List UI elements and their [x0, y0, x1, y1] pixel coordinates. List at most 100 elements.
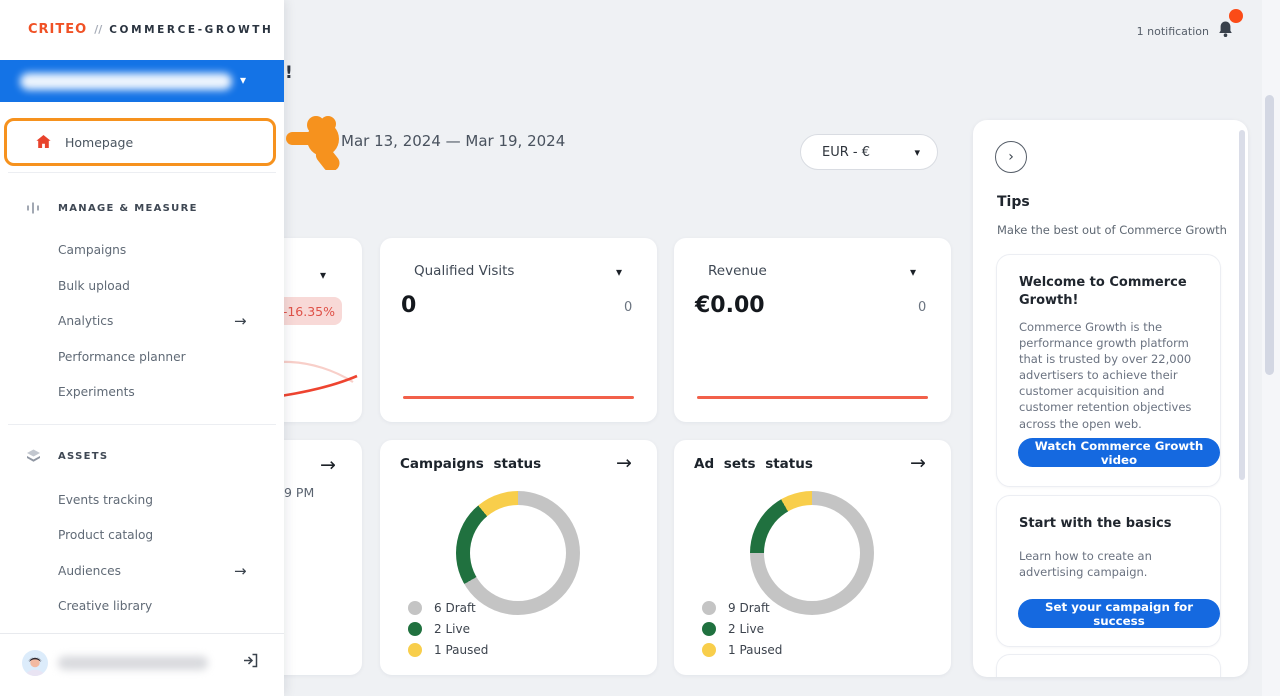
arrow-right-icon[interactable]: → [616, 452, 632, 474]
legend-label: 9 Draft [728, 600, 770, 615]
section-assets: ASSETS [0, 444, 284, 468]
tip-card-body: Commerce Growth is the performance growt… [1019, 320, 1192, 431]
criteo-logo: CRITEO [28, 22, 88, 37]
greeting-text: ! [285, 63, 293, 83]
user-row [0, 644, 284, 684]
sidebar-item-product-catalog[interactable]: Product catalog [0, 519, 284, 551]
divider [8, 424, 276, 425]
legend-label: 2 Live [434, 621, 470, 636]
sidebar-item-events-tracking[interactable]: Events tracking [0, 484, 284, 516]
sidebar-item-label: Bulk upload [58, 279, 130, 293]
card-title: Campaigns status [400, 456, 542, 472]
legend-label: 2 Live [728, 621, 764, 636]
pointing-hand-cursor [286, 116, 340, 170]
kpi-title: Revenue [708, 263, 767, 279]
tip-card-next-partial [996, 654, 1221, 677]
legend-dot-draft [408, 600, 422, 615]
legend-label: 1 Paused [728, 642, 783, 657]
legend-item: 1 Paused [408, 642, 488, 657]
legend-item: 6 Draft [408, 600, 476, 615]
currency-dropdown[interactable]: EUR - € ▾ [800, 134, 938, 170]
home-icon [36, 135, 51, 148]
trend-badge-value: -16.35% [282, 303, 335, 319]
caret-down-icon[interactable]: ▾ [616, 265, 623, 279]
sidebar-item-label: Analytics [58, 314, 114, 328]
kpi-title: Qualified Visits [414, 263, 515, 279]
collapse-panel-button[interactable]: › [995, 141, 1027, 173]
divider [0, 633, 284, 634]
legend-dot-live [408, 621, 422, 636]
notification-count-label: 1 notification [1136, 24, 1209, 38]
watch-video-button[interactable]: Watch Commerce Growth video [1018, 438, 1220, 467]
currency-value: EUR - € [822, 144, 870, 160]
tip-card-basics: Start with the basics Learn how to creat… [996, 495, 1221, 647]
arrow-right-icon[interactable]: → [910, 452, 926, 474]
sidebar-item-bulk-upload[interactable]: Bulk upload [0, 270, 284, 302]
chevron-right-icon: › [1008, 149, 1014, 165]
sidebar-item-homepage[interactable]: Homepage [4, 118, 276, 166]
legend-label: 1 Paused [434, 642, 489, 657]
legend-item: 2 Live [702, 621, 764, 636]
arrow-right-icon: → [234, 562, 247, 580]
campaigns-status-card: Campaigns status → 6 Draft 2 Live 1 Paus… [380, 440, 657, 675]
sidebar-item-label: Experiments [58, 385, 135, 399]
legend-dot-paused [702, 642, 716, 657]
legend-item: 9 Draft [702, 600, 770, 615]
section-manage-measure: MANAGE & MEASURE [0, 196, 284, 220]
layers-icon [27, 449, 40, 462]
notification-badge-dot [1229, 9, 1243, 23]
equalizer-icon [27, 202, 39, 214]
user-name-redacted [58, 656, 208, 670]
section-label: ASSETS [58, 450, 109, 462]
sidebar-item-creative-library[interactable]: Creative library [0, 590, 284, 622]
bell-icon[interactable] [1217, 20, 1234, 42]
logout-icon[interactable] [242, 652, 259, 673]
kpi-value: €0.00 [695, 293, 765, 318]
tip-card-title: Start with the basics [1019, 516, 1172, 531]
campaigns-status-donut-chart [456, 491, 580, 615]
window-scrollbar-thumb[interactable] [1265, 95, 1274, 375]
sidebar-item-label: Product catalog [58, 528, 154, 542]
app-logo: CRITEO // COMMERCE-GROWTH [28, 22, 273, 37]
account-name-redacted [20, 73, 232, 90]
caret-down-icon[interactable]: ▾ [910, 265, 917, 279]
legend-item: 1 Paused [702, 642, 782, 657]
kpi-card-qualified-visits: Qualified Visits ▾ 0 0 [380, 238, 657, 422]
set-campaign-button[interactable]: Set your campaign for success [1018, 599, 1220, 628]
caret-down-icon: ▾ [914, 145, 920, 159]
legend-dot-draft [702, 600, 716, 615]
kpi-secondary-value: 0 [918, 300, 927, 315]
account-selector[interactable]: ▾ [0, 60, 284, 102]
caret-down-icon[interactable]: ▾ [320, 268, 327, 282]
legend-dot-live [702, 621, 716, 636]
logo-separator: // [94, 23, 103, 36]
date-range-picker[interactable]: Mar 13, 2024 — Mar 19, 2024 [341, 132, 566, 150]
sidebar-item-audiences[interactable]: Audiences → [0, 555, 284, 587]
tips-panel-scrollbar[interactable] [1239, 130, 1245, 480]
ad-sets-status-card: Ad sets status → 9 Draft 2 Live 1 Paused [674, 440, 951, 675]
time-label: 9 PM [284, 485, 315, 500]
divider [8, 172, 276, 173]
sidebar-item-performance-planner[interactable]: Performance planner [0, 341, 284, 373]
notification-area[interactable]: 1 notification [1137, 20, 1234, 42]
sidebar-item-campaigns[interactable]: Campaigns [0, 234, 284, 266]
arrow-right-icon[interactable]: → [320, 454, 336, 476]
kpi-flatline-chart [697, 396, 928, 399]
avatar [22, 650, 48, 676]
product-name: COMMERCE-GROWTH [109, 23, 274, 36]
caret-down-icon: ▾ [239, 73, 246, 87]
legend-item: 2 Live [408, 621, 470, 636]
sidebar-item-analytics[interactable]: Analytics → [0, 305, 284, 337]
sidebar-item-experiments[interactable]: Experiments [0, 376, 284, 408]
sidebar-item-label: Homepage [65, 134, 134, 150]
legend-label: 6 Draft [434, 600, 476, 615]
card-title: Ad sets status [694, 456, 813, 472]
tips-subtitle: Make the best out of Commerce Growth [997, 223, 1227, 237]
arrow-right-icon: → [234, 312, 247, 330]
tips-panel: › Tips Make the best out of Commerce Gro… [973, 120, 1248, 677]
kpi-secondary-value: 0 [624, 300, 633, 315]
kpi-value: 0 [401, 293, 417, 318]
tip-card-body: Learn how to create an advertising campa… [1019, 549, 1152, 580]
legend-dot-paused [408, 642, 422, 657]
